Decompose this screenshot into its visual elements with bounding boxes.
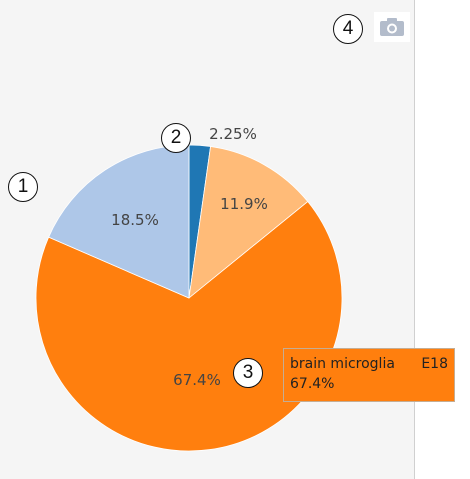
slice-label-3: 67.4% (173, 371, 221, 389)
tooltip-name: brain microglia (290, 356, 395, 372)
tooltip-value: 67.4% (290, 376, 335, 392)
callout-1: 1 (8, 172, 38, 202)
hover-tooltip: brain microglia E18 67.4% (283, 348, 455, 402)
pie-slice-3[interactable] (35, 200, 343, 452)
slice-label-4: 18.5% (111, 211, 159, 229)
callout-4: 4 (333, 14, 363, 44)
pie-slice-2[interactable] (188, 146, 309, 299)
callout-2: 2 (161, 123, 191, 153)
slice-label-1: 2.25% (209, 125, 257, 143)
tooltip-tag: E18 (421, 356, 448, 372)
callout-3: 3 (233, 358, 263, 388)
camera-icon[interactable] (378, 16, 406, 38)
slice-label-2: 11.9% (220, 195, 268, 213)
